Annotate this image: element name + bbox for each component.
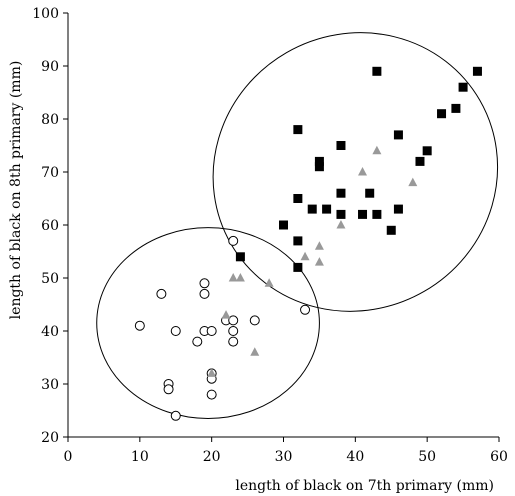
circle-point — [228, 235, 239, 246]
square-point — [314, 156, 324, 166]
triangle-point — [314, 241, 324, 250]
circle-point — [163, 384, 174, 395]
square-point — [372, 66, 382, 76]
triangle-point — [207, 368, 217, 377]
y-tick-label: 80 — [41, 112, 59, 128]
x-axis-title: length of black on 7th primary (mm) — [235, 478, 494, 494]
circle-point — [170, 326, 181, 336]
circle-point — [249, 315, 260, 326]
marks-layer — [134, 66, 482, 421]
x-tick-label: 10 — [131, 449, 149, 465]
circle-point — [206, 326, 217, 336]
square-point — [336, 209, 346, 219]
y-tick-label: 20 — [41, 430, 59, 446]
square-point — [372, 209, 382, 219]
circle-point — [206, 389, 217, 400]
square-point — [472, 66, 482, 76]
triangle-point — [228, 273, 238, 282]
x-tick-label: 60 — [490, 449, 508, 465]
circle-point — [228, 326, 239, 336]
square-point — [279, 220, 288, 230]
circle-point — [228, 336, 239, 347]
y-tick-label: 70 — [41, 165, 59, 181]
square-point — [393, 204, 403, 214]
square-point — [336, 141, 346, 150]
y-tick-label: 50 — [41, 271, 59, 287]
square-point — [415, 156, 425, 166]
circle-point — [199, 288, 210, 299]
ellipse-layer — [96, 32, 499, 419]
square-point — [293, 262, 303, 272]
square-point — [307, 204, 317, 214]
y-tick-label: 90 — [41, 59, 59, 75]
x-tick-label: 0 — [64, 449, 73, 465]
circle-point — [192, 336, 203, 347]
circle-point — [156, 288, 167, 299]
square-point — [451, 103, 461, 113]
square-point — [386, 225, 396, 235]
circle-point — [228, 315, 239, 326]
cluster-ellipse — [96, 227, 320, 419]
square-point — [358, 209, 368, 219]
square-point — [437, 109, 447, 119]
triangle-point — [300, 251, 310, 261]
triangle-point — [250, 347, 260, 356]
y-tick-label: 60 — [41, 218, 59, 234]
triangle-point — [221, 310, 231, 319]
x-tick-label: 50 — [418, 449, 436, 465]
circle-point — [134, 320, 145, 331]
square-point — [422, 146, 432, 156]
triangle-point — [372, 145, 382, 155]
square-point — [293, 236, 303, 246]
square-point — [293, 194, 303, 203]
x-tick-label: 30 — [275, 449, 293, 465]
triangle-point — [314, 257, 324, 266]
triangle-point — [336, 220, 346, 229]
square-point — [458, 82, 468, 92]
cluster-ellipse — [212, 32, 499, 312]
ticks-layer: 0 10 20 30 40 50 60 20 30 40 50 60 70 80 90 100 — [32, 6, 508, 465]
circle-point — [199, 278, 210, 289]
x-tick-label: 20 — [203, 449, 221, 465]
y-tick-label: 100 — [32, 6, 59, 22]
y-tick-label: 30 — [41, 377, 59, 393]
circle-point — [300, 304, 311, 315]
circle-point — [170, 410, 181, 421]
square-point — [365, 188, 375, 198]
square-point — [322, 204, 332, 214]
x-tick-label: 40 — [346, 449, 364, 465]
square-point — [393, 130, 403, 140]
triangle-point — [235, 273, 245, 282]
square-point — [336, 188, 346, 198]
triangle-point — [264, 278, 274, 287]
triangle-point — [358, 167, 368, 176]
y-axis-title: length of black on 8th primary (mm) — [8, 61, 24, 320]
square-point — [293, 125, 303, 135]
square-point — [235, 252, 245, 262]
triangle-point — [408, 177, 418, 187]
square-point — [314, 162, 324, 172]
y-tick-label: 40 — [41, 324, 59, 340]
